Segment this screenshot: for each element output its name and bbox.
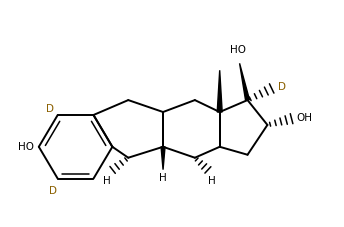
Text: H: H <box>208 176 216 186</box>
Polygon shape <box>239 63 249 101</box>
Text: D: D <box>46 104 54 114</box>
Text: D: D <box>278 82 286 92</box>
Text: D: D <box>49 185 57 195</box>
Text: HO: HO <box>229 45 246 55</box>
Text: H: H <box>159 173 167 183</box>
Polygon shape <box>161 147 165 170</box>
Text: OH: OH <box>296 113 312 123</box>
Polygon shape <box>217 70 222 112</box>
Text: HO: HO <box>18 142 34 152</box>
Text: H: H <box>103 176 110 186</box>
